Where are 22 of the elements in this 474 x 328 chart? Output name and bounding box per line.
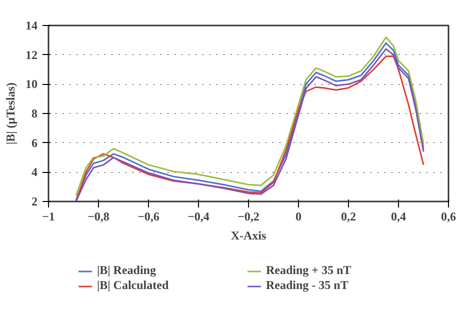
y-tick-label: 6	[32, 136, 38, 150]
x-tick-label: 0	[296, 210, 302, 224]
x-tick-label: −0,8	[88, 210, 110, 224]
x-tick-label: 0,6	[441, 210, 456, 224]
x-tick-label: −0,2	[238, 210, 260, 224]
x-axis-title: X-Axis	[230, 228, 266, 242]
legend-label: |B| Calculated	[97, 278, 170, 293]
y-tick-label: 10	[26, 77, 38, 92]
y-tick-label: 8	[32, 106, 38, 120]
x-tick-label: −1	[42, 210, 55, 224]
y-tick-label: 12	[26, 48, 38, 62]
y-tick-label: 2	[32, 194, 38, 208]
x-tick-label: −0,6	[138, 210, 160, 224]
y-tick-label: 14	[26, 18, 38, 32]
y-axis-title: |B| (μTeslas)	[4, 82, 18, 144]
x-tick-label: 0,2	[341, 210, 356, 224]
legend-label: |B| Reading	[97, 263, 157, 278]
legend-label: Reading - 35 nT	[266, 278, 350, 293]
legend-label: Reading + 35 nT	[266, 263, 352, 278]
x-tick-label: −0,4	[188, 210, 210, 224]
y-tick-label: 4	[32, 165, 38, 180]
x-tick-label: 0,4	[391, 210, 406, 224]
